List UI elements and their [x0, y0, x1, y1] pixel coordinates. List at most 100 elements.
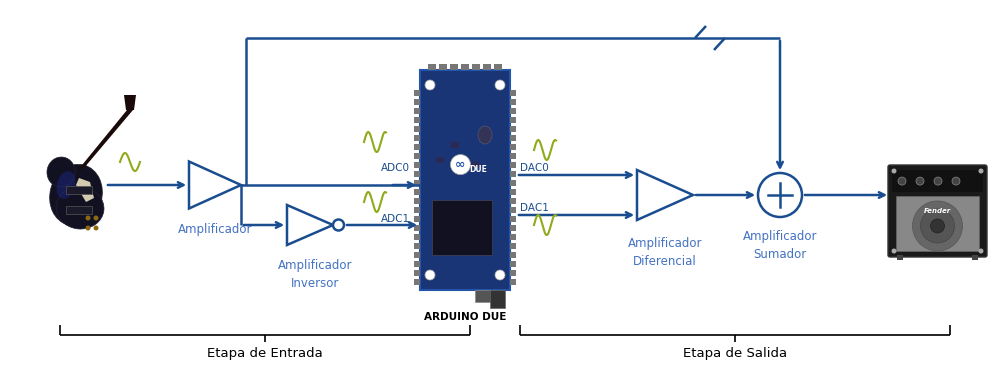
Text: Diferencial: Diferencial — [633, 255, 697, 268]
Bar — [510, 108, 516, 114]
Bar — [414, 225, 420, 231]
Circle shape — [94, 225, 98, 231]
Bar — [414, 117, 420, 123]
Bar — [436, 157, 444, 163]
Circle shape — [94, 215, 98, 221]
Bar — [483, 64, 491, 70]
Circle shape — [425, 80, 435, 90]
Circle shape — [898, 177, 906, 185]
Polygon shape — [76, 178, 94, 202]
Bar — [510, 234, 516, 240]
Bar — [66, 186, 92, 194]
Bar — [510, 162, 516, 168]
Bar — [510, 180, 516, 186]
Bar — [510, 153, 516, 159]
Circle shape — [451, 155, 471, 175]
Polygon shape — [78, 110, 133, 170]
Bar — [972, 255, 978, 260]
Bar — [420, 70, 510, 290]
Circle shape — [86, 225, 90, 231]
Bar — [439, 64, 447, 70]
Circle shape — [892, 168, 896, 174]
Circle shape — [952, 177, 960, 185]
Bar — [510, 90, 516, 96]
Bar — [510, 135, 516, 141]
FancyBboxPatch shape — [888, 165, 987, 257]
Text: ∞: ∞ — [455, 158, 466, 171]
Bar — [451, 142, 459, 148]
Bar — [510, 189, 516, 195]
Bar — [490, 290, 505, 308]
Bar — [461, 64, 469, 70]
Bar — [510, 198, 516, 204]
Circle shape — [934, 177, 942, 185]
Bar — [414, 270, 420, 276]
Bar — [510, 225, 516, 231]
Ellipse shape — [56, 187, 104, 229]
Bar — [510, 207, 516, 213]
Bar — [414, 243, 420, 249]
Bar — [414, 126, 420, 132]
Bar — [414, 108, 420, 114]
Bar — [414, 99, 420, 105]
Bar — [510, 126, 516, 132]
Bar — [432, 200, 492, 255]
Bar — [510, 279, 516, 285]
Text: Sumador: Sumador — [753, 248, 807, 261]
Bar — [66, 206, 92, 214]
Bar — [450, 64, 458, 70]
Bar — [892, 169, 983, 192]
Bar — [510, 216, 516, 222]
Bar — [414, 189, 420, 195]
Bar — [414, 180, 420, 186]
Text: Amplificador: Amplificador — [628, 237, 702, 250]
Text: Etapa de Entrada: Etapa de Entrada — [207, 347, 323, 360]
Circle shape — [916, 177, 924, 185]
Bar — [494, 64, 502, 70]
Circle shape — [912, 201, 962, 251]
Bar — [414, 171, 420, 177]
Bar — [414, 198, 420, 204]
Text: Inversor: Inversor — [291, 277, 339, 290]
Bar — [510, 99, 516, 105]
Bar — [414, 162, 420, 168]
Bar — [428, 64, 436, 70]
Bar — [414, 144, 420, 150]
Circle shape — [892, 249, 896, 253]
Bar — [414, 252, 420, 258]
Circle shape — [978, 168, 984, 174]
Text: DAC1: DAC1 — [520, 203, 549, 213]
Text: ARDUINO DUE: ARDUINO DUE — [424, 312, 506, 322]
Circle shape — [495, 80, 505, 90]
Bar — [510, 261, 516, 267]
Bar — [414, 153, 420, 159]
Ellipse shape — [57, 171, 75, 199]
Bar — [510, 252, 516, 258]
Bar — [414, 135, 420, 141]
Bar — [414, 216, 420, 222]
Text: DUE: DUE — [470, 165, 487, 174]
Bar — [471, 162, 479, 168]
Text: Amplificador: Amplificador — [278, 259, 352, 272]
Text: Amplificador: Amplificador — [743, 230, 817, 243]
Ellipse shape — [50, 164, 102, 226]
Ellipse shape — [478, 126, 492, 144]
Bar — [414, 90, 420, 96]
Bar — [472, 64, 480, 70]
Bar — [414, 279, 420, 285]
Circle shape — [920, 209, 954, 243]
Bar — [896, 196, 979, 251]
Text: Fender: Fender — [924, 208, 951, 214]
Bar — [414, 207, 420, 213]
Text: Etapa de Salida: Etapa de Salida — [683, 347, 787, 360]
Bar — [475, 290, 495, 302]
Bar — [414, 261, 420, 267]
Polygon shape — [124, 95, 136, 110]
Circle shape — [86, 215, 90, 221]
Circle shape — [930, 219, 944, 233]
Circle shape — [978, 249, 984, 253]
Bar — [510, 171, 516, 177]
Bar — [510, 117, 516, 123]
Bar — [897, 255, 903, 260]
Bar — [510, 144, 516, 150]
